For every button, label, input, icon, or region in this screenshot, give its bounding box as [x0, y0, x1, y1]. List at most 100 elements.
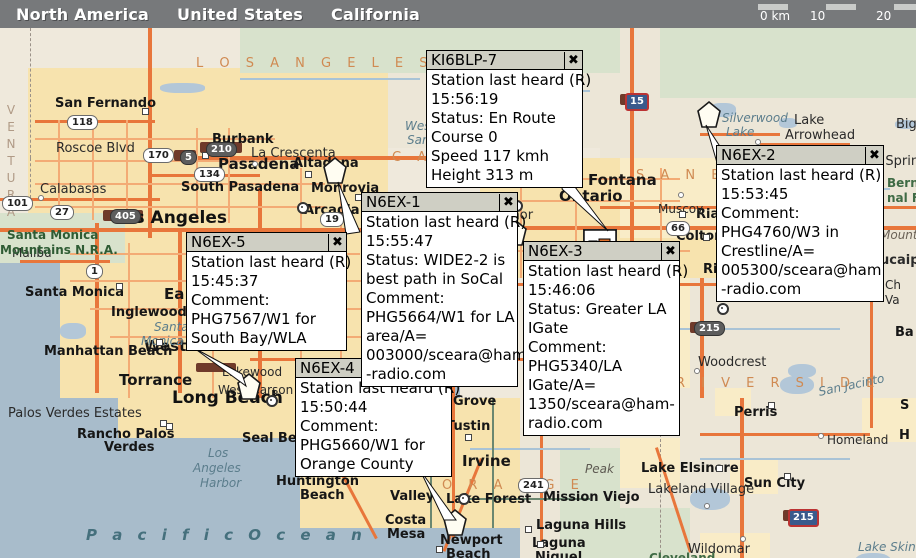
citydot-mission-viejo	[537, 541, 544, 548]
popup-line: IGate	[528, 319, 569, 337]
popup-ki6blp-7[interactable]: KI6BLP-7 ✖ Station last heard (R) 15:56:…	[426, 50, 591, 188]
label-inglewood: Inglewood	[111, 305, 187, 320]
shield-sr170: 170	[143, 148, 174, 163]
popup-line: PHG5660/W1 for	[300, 436, 425, 454]
freeway-sr330	[760, 143, 850, 146]
label-hemet: H	[899, 428, 910, 443]
breadcrumb-california[interactable]: California	[331, 4, 421, 24]
label-manhattan-beach: Manhattan Beach	[44, 344, 173, 359]
label-mission-viejo: Mission Viejo	[543, 490, 640, 505]
close-icon[interactable]: ✖	[661, 242, 679, 260]
popup-n6ex-2[interactable]: N6EX-2 ✖ Station last heard (R) 15:53:45…	[716, 145, 884, 302]
shield-sr1: 1	[86, 264, 103, 279]
popup-titlebar-ki6blp-7[interactable]: KI6BLP-7 ✖	[427, 51, 582, 70]
grid-road-la-v1	[128, 243, 130, 398]
label-lakeland-village: Lakeland Village	[648, 482, 755, 497]
popup-line: South Bay/WLA	[191, 329, 307, 347]
lake-mathews	[780, 376, 814, 394]
smalldot-arrowhead	[755, 139, 761, 145]
popup-titlebar-n6ex-3[interactable]: N6EX-3 ✖	[524, 242, 679, 261]
smalldot-homeland	[818, 433, 824, 439]
shield-i215-south: 215	[788, 509, 819, 527]
popup-title-n6ex-3: N6EX-3	[528, 243, 583, 259]
shield-sr134: 134	[194, 167, 225, 182]
citydot-santa-monica	[116, 283, 123, 290]
freeway-sr74	[700, 433, 870, 436]
grid-road-h4	[35, 206, 325, 208]
label-lake-elsinore: Lake Elsinore	[641, 461, 739, 476]
shield-i215: 215	[694, 321, 725, 336]
grid-road-v6	[300, 168, 302, 228]
popup-titlebar-n6ex-1[interactable]: N6EX-1 ✖	[362, 193, 517, 212]
popup-line: Status: Greater LA	[528, 300, 667, 318]
station-marker-n6ex-5[interactable]	[234, 372, 264, 402]
label-ontario: Ontario	[559, 187, 623, 205]
label-cherry-valley-2: Va	[885, 293, 900, 307]
citydot-irvine	[458, 493, 470, 505]
map-canvas[interactable]: VENTURA L O S A N G E L E S C A S A N B …	[0, 28, 916, 558]
shield-sr27: 27	[50, 205, 74, 220]
label-yucaipa: ucaip	[880, 253, 916, 268]
rail-line-oc-2	[470, 498, 590, 500]
label-torrance: Torrance	[119, 371, 193, 389]
popup-line: -radio.com	[366, 365, 447, 383]
county-line-orange-riverside	[660, 328, 661, 558]
smalldot-calabasas	[38, 195, 44, 201]
breadcrumb-united-states[interactable]: United States	[177, 4, 304, 24]
freeway-i15-mid	[630, 158, 634, 278]
freeway-i210	[180, 156, 520, 160]
label-arrowhead: Arrowhead	[785, 128, 856, 143]
label-wildomar: Wildomar	[688, 542, 750, 557]
citydot-sun-city	[784, 473, 791, 480]
shield-sr19: 19	[320, 212, 344, 227]
popup-line: radio.com	[528, 414, 603, 432]
popup-titlebar-n6ex-5[interactable]: N6EX-5 ✖	[187, 233, 346, 252]
popup-line: 15:53:45	[721, 185, 789, 203]
popup-line: Course 0	[431, 128, 498, 146]
popup-n6ex-1[interactable]: N6EX-1 ✖ Station last heard (R) 15:55:47…	[361, 192, 526, 387]
popup-body-n6ex-4: Station last heard (R) 15:50:44 Comment:…	[296, 378, 460, 476]
station-marker-n6ex-4[interactable]	[440, 508, 470, 538]
label-peak: Peak	[585, 462, 614, 476]
close-icon[interactable]: ✖	[865, 146, 883, 164]
scale-labels: 0 km 10 20 3	[756, 9, 916, 27]
label-san-jacinto-city: S	[900, 398, 910, 413]
popup-titlebar-n6ex-2[interactable]: N6EX-2 ✖	[717, 146, 883, 165]
shield-i15: 15	[625, 93, 649, 111]
lake-arrowhead-water	[779, 118, 797, 128]
county-line-ventura-2	[30, 158, 31, 198]
popup-line: Station last heard (R)	[721, 166, 882, 184]
label-verdes: Verdes	[104, 440, 155, 455]
breadcrumb-north-america[interactable]: North America	[16, 4, 150, 24]
smalldot-la-crescenta	[252, 161, 258, 167]
station-marker-n6ex-1[interactable]	[320, 156, 350, 186]
popup-line: 15:55:47	[366, 232, 434, 250]
station-marker-n6ex-2[interactable]	[694, 100, 724, 130]
citydot-muscoy	[679, 211, 686, 218]
close-icon[interactable]: ✖	[499, 193, 517, 211]
popup-n6ex-3[interactable]: N6EX-3 ✖ Station last heard (R) 15:46:06…	[523, 241, 688, 436]
grid-road-h3	[35, 183, 325, 185]
urban-murrieta	[700, 533, 770, 558]
urban-suncity	[730, 458, 778, 494]
popup-line: 1350/sceara@ham-	[528, 395, 675, 413]
popup-line: Comment:	[721, 204, 800, 222]
header-bar: North America United States California 0…	[0, 0, 916, 28]
popup-line: 15:50:44	[300, 398, 368, 416]
popup-line: Speed 117 kmh	[431, 147, 549, 165]
label-ventura-county: VENTURA	[4, 103, 18, 222]
citydot-altadena	[305, 171, 312, 178]
label-big-bear: Big B	[896, 117, 916, 132]
close-icon[interactable]: ✖	[564, 51, 582, 69]
scale-label-0: 0 km	[760, 9, 791, 23]
shield-i210: 210	[206, 142, 237, 157]
freeway-i5-north	[148, 28, 152, 238]
popup-line: Comment:	[191, 291, 270, 309]
smalldot-lakeland-village	[704, 503, 710, 509]
close-icon[interactable]: ✖	[328, 233, 346, 251]
label-bernardino-nf-2: nal Fo	[887, 191, 916, 205]
popup-title-n6ex-1: N6EX-1	[366, 194, 421, 210]
popup-n6ex-5[interactable]: N6EX-5 ✖ Station last heard (R) 15:45:37…	[186, 232, 351, 351]
popup-line: Orange County	[300, 455, 414, 473]
label-perris: Perris	[734, 405, 778, 420]
